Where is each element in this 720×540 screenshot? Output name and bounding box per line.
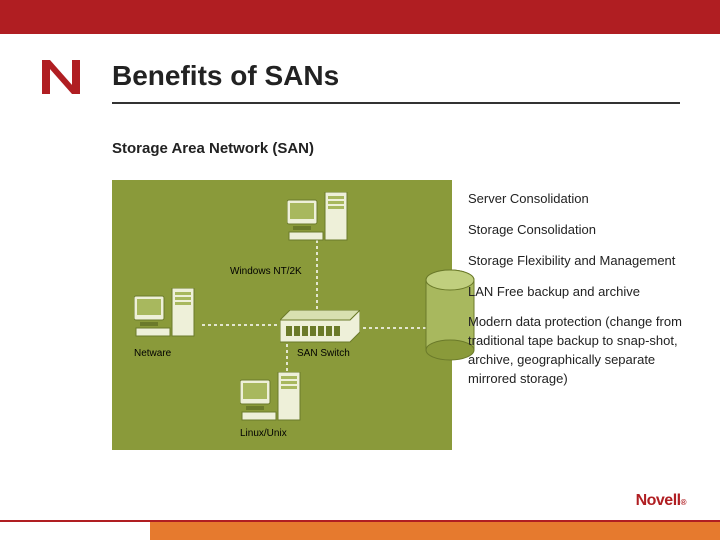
subtitle: Storage Area Network (SAN) — [112, 140, 314, 157]
benefit-item: Storage Flexibility and Management — [468, 252, 692, 271]
label-windows: Windows NT/2K — [230, 266, 302, 277]
san-diagram: Windows NT/2K Netware SAN Switch — [112, 180, 452, 450]
novell-logo: Novell® — [636, 492, 686, 510]
san-switch-icon — [280, 310, 360, 349]
benefit-item: Server Consolidation — [468, 190, 692, 209]
label-netware: Netware — [134, 348, 171, 359]
top-bar — [0, 0, 720, 34]
benefit-item: Storage Consolidation — [468, 221, 692, 240]
label-linux: Linux/Unix — [240, 428, 287, 439]
benefit-item: Modern data protection (change from trad… — [468, 313, 692, 388]
page-title: Benefits of SANs — [112, 60, 339, 92]
server-netware-icon — [134, 288, 198, 345]
label-san-switch: SAN Switch — [297, 348, 350, 359]
server-windows-icon — [287, 192, 351, 249]
server-linux-icon — [240, 372, 304, 429]
title-rule — [112, 102, 680, 104]
bottom-bar — [150, 522, 720, 540]
benefit-item: LAN Free backup and archive — [468, 283, 692, 302]
logo-n-icon — [42, 60, 88, 103]
benefits-list: Server Consolidation Storage Consolidati… — [468, 190, 692, 401]
